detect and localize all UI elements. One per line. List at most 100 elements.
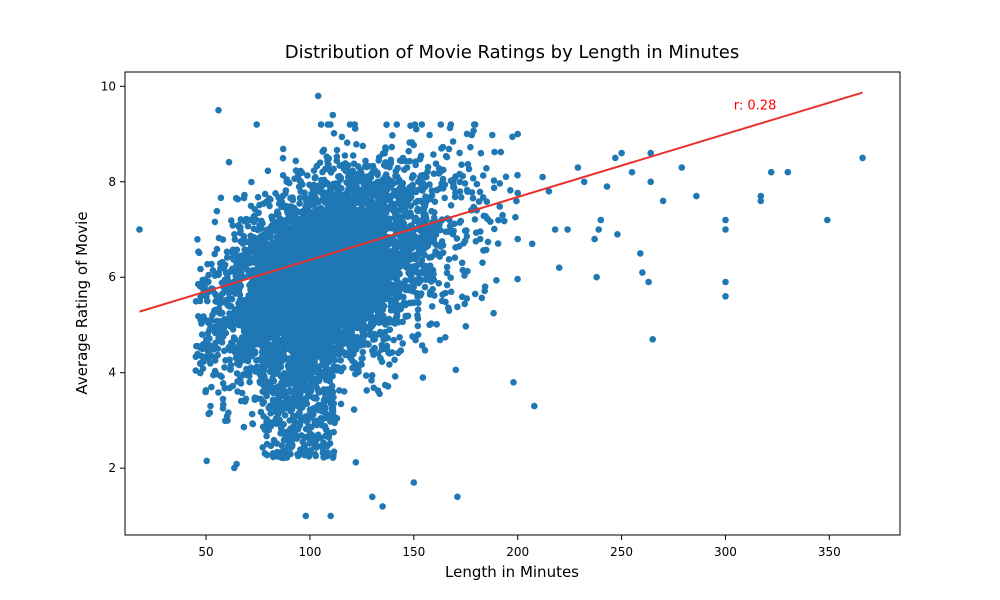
- data-point: [257, 225, 265, 232]
- data-point: [482, 246, 490, 254]
- data-point: [497, 148, 505, 156]
- data-point: [281, 370, 288, 377]
- data-point: [376, 258, 384, 266]
- data-point: [414, 306, 422, 313]
- data-point: [312, 173, 319, 181]
- data-point: [362, 157, 369, 165]
- data-point: [463, 130, 471, 138]
- data-point: [428, 303, 436, 310]
- data-point: [453, 235, 461, 242]
- data-point: [496, 203, 504, 210]
- data-point: [206, 325, 214, 333]
- data-point: [340, 388, 348, 395]
- data-point: [443, 153, 451, 161]
- data-point: [198, 359, 205, 366]
- data-point: [305, 453, 313, 460]
- data-point: [220, 401, 227, 408]
- data-point: [472, 238, 480, 245]
- data-point: [381, 175, 389, 182]
- data-point: [267, 410, 274, 417]
- data-point: [229, 254, 237, 261]
- data-point: [430, 151, 437, 158]
- data-point: [281, 435, 288, 443]
- data-point: [253, 357, 260, 364]
- data-point: [264, 417, 271, 425]
- data-point: [443, 263, 451, 271]
- data-point: [209, 311, 216, 319]
- data-point: [385, 203, 393, 211]
- data-point: [370, 330, 378, 338]
- data-point: [231, 464, 238, 472]
- data-point: [343, 139, 351, 146]
- data-point: [244, 222, 252, 230]
- data-point: [327, 169, 335, 176]
- data-point: [286, 371, 294, 379]
- data-point: [203, 457, 210, 465]
- data-point: [241, 217, 248, 225]
- data-point: [461, 300, 469, 308]
- data-point: [301, 194, 309, 201]
- data-point: [292, 157, 300, 165]
- data-point: [432, 160, 440, 167]
- data-point: [231, 231, 238, 238]
- data-point: [352, 194, 360, 201]
- data-point: [387, 156, 395, 164]
- data-point: [352, 459, 360, 466]
- data-point: [414, 331, 422, 339]
- data-point: [279, 172, 287, 179]
- data-point: [294, 452, 302, 460]
- data-point: [320, 146, 328, 154]
- data-point: [484, 238, 492, 246]
- data-point: [221, 261, 229, 269]
- data-point: [480, 212, 488, 220]
- data-point: [346, 121, 354, 128]
- data-point: [414, 322, 422, 330]
- data-point: [391, 225, 399, 233]
- data-point: [381, 335, 388, 343]
- data-point: [399, 154, 407, 162]
- data-point: [471, 216, 479, 223]
- data-point: [260, 413, 267, 420]
- data-point: [399, 318, 407, 326]
- data-point: [315, 389, 323, 396]
- data-point: [239, 240, 247, 247]
- data-point: [414, 312, 421, 319]
- data-point: [285, 355, 292, 362]
- data-point: [225, 158, 233, 166]
- data-point: [314, 431, 322, 439]
- data-point: [375, 311, 382, 318]
- data-point: [223, 412, 231, 420]
- data-point: [330, 130, 338, 137]
- data-point: [347, 304, 355, 312]
- data-point: [234, 388, 241, 395]
- data-point: [401, 166, 408, 173]
- data-point: [299, 181, 306, 188]
- data-point: [263, 432, 270, 440]
- data-point: [458, 259, 466, 267]
- data-point: [330, 428, 338, 436]
- data-point: [475, 198, 483, 205]
- data-point: [502, 173, 510, 181]
- data-point: [259, 360, 267, 367]
- data-point: [471, 290, 479, 298]
- data-point: [410, 277, 417, 285]
- data-point: [418, 242, 426, 249]
- data-point: [198, 331, 206, 338]
- data-point: [270, 275, 277, 283]
- data-point: [416, 277, 424, 285]
- data-point: [469, 194, 477, 202]
- data-point: [282, 187, 290, 194]
- data-point: [341, 152, 349, 159]
- data-point: [426, 181, 433, 188]
- data-point: [406, 184, 413, 191]
- data-point: [337, 400, 345, 408]
- data-point: [499, 211, 506, 219]
- data-point: [442, 298, 449, 306]
- data-point: [333, 153, 341, 160]
- data-point: [460, 240, 467, 247]
- data-point: [209, 267, 217, 274]
- data-point: [339, 161, 347, 169]
- data-point: [256, 379, 264, 387]
- data-point: [236, 376, 244, 384]
- data-point: [276, 198, 284, 205]
